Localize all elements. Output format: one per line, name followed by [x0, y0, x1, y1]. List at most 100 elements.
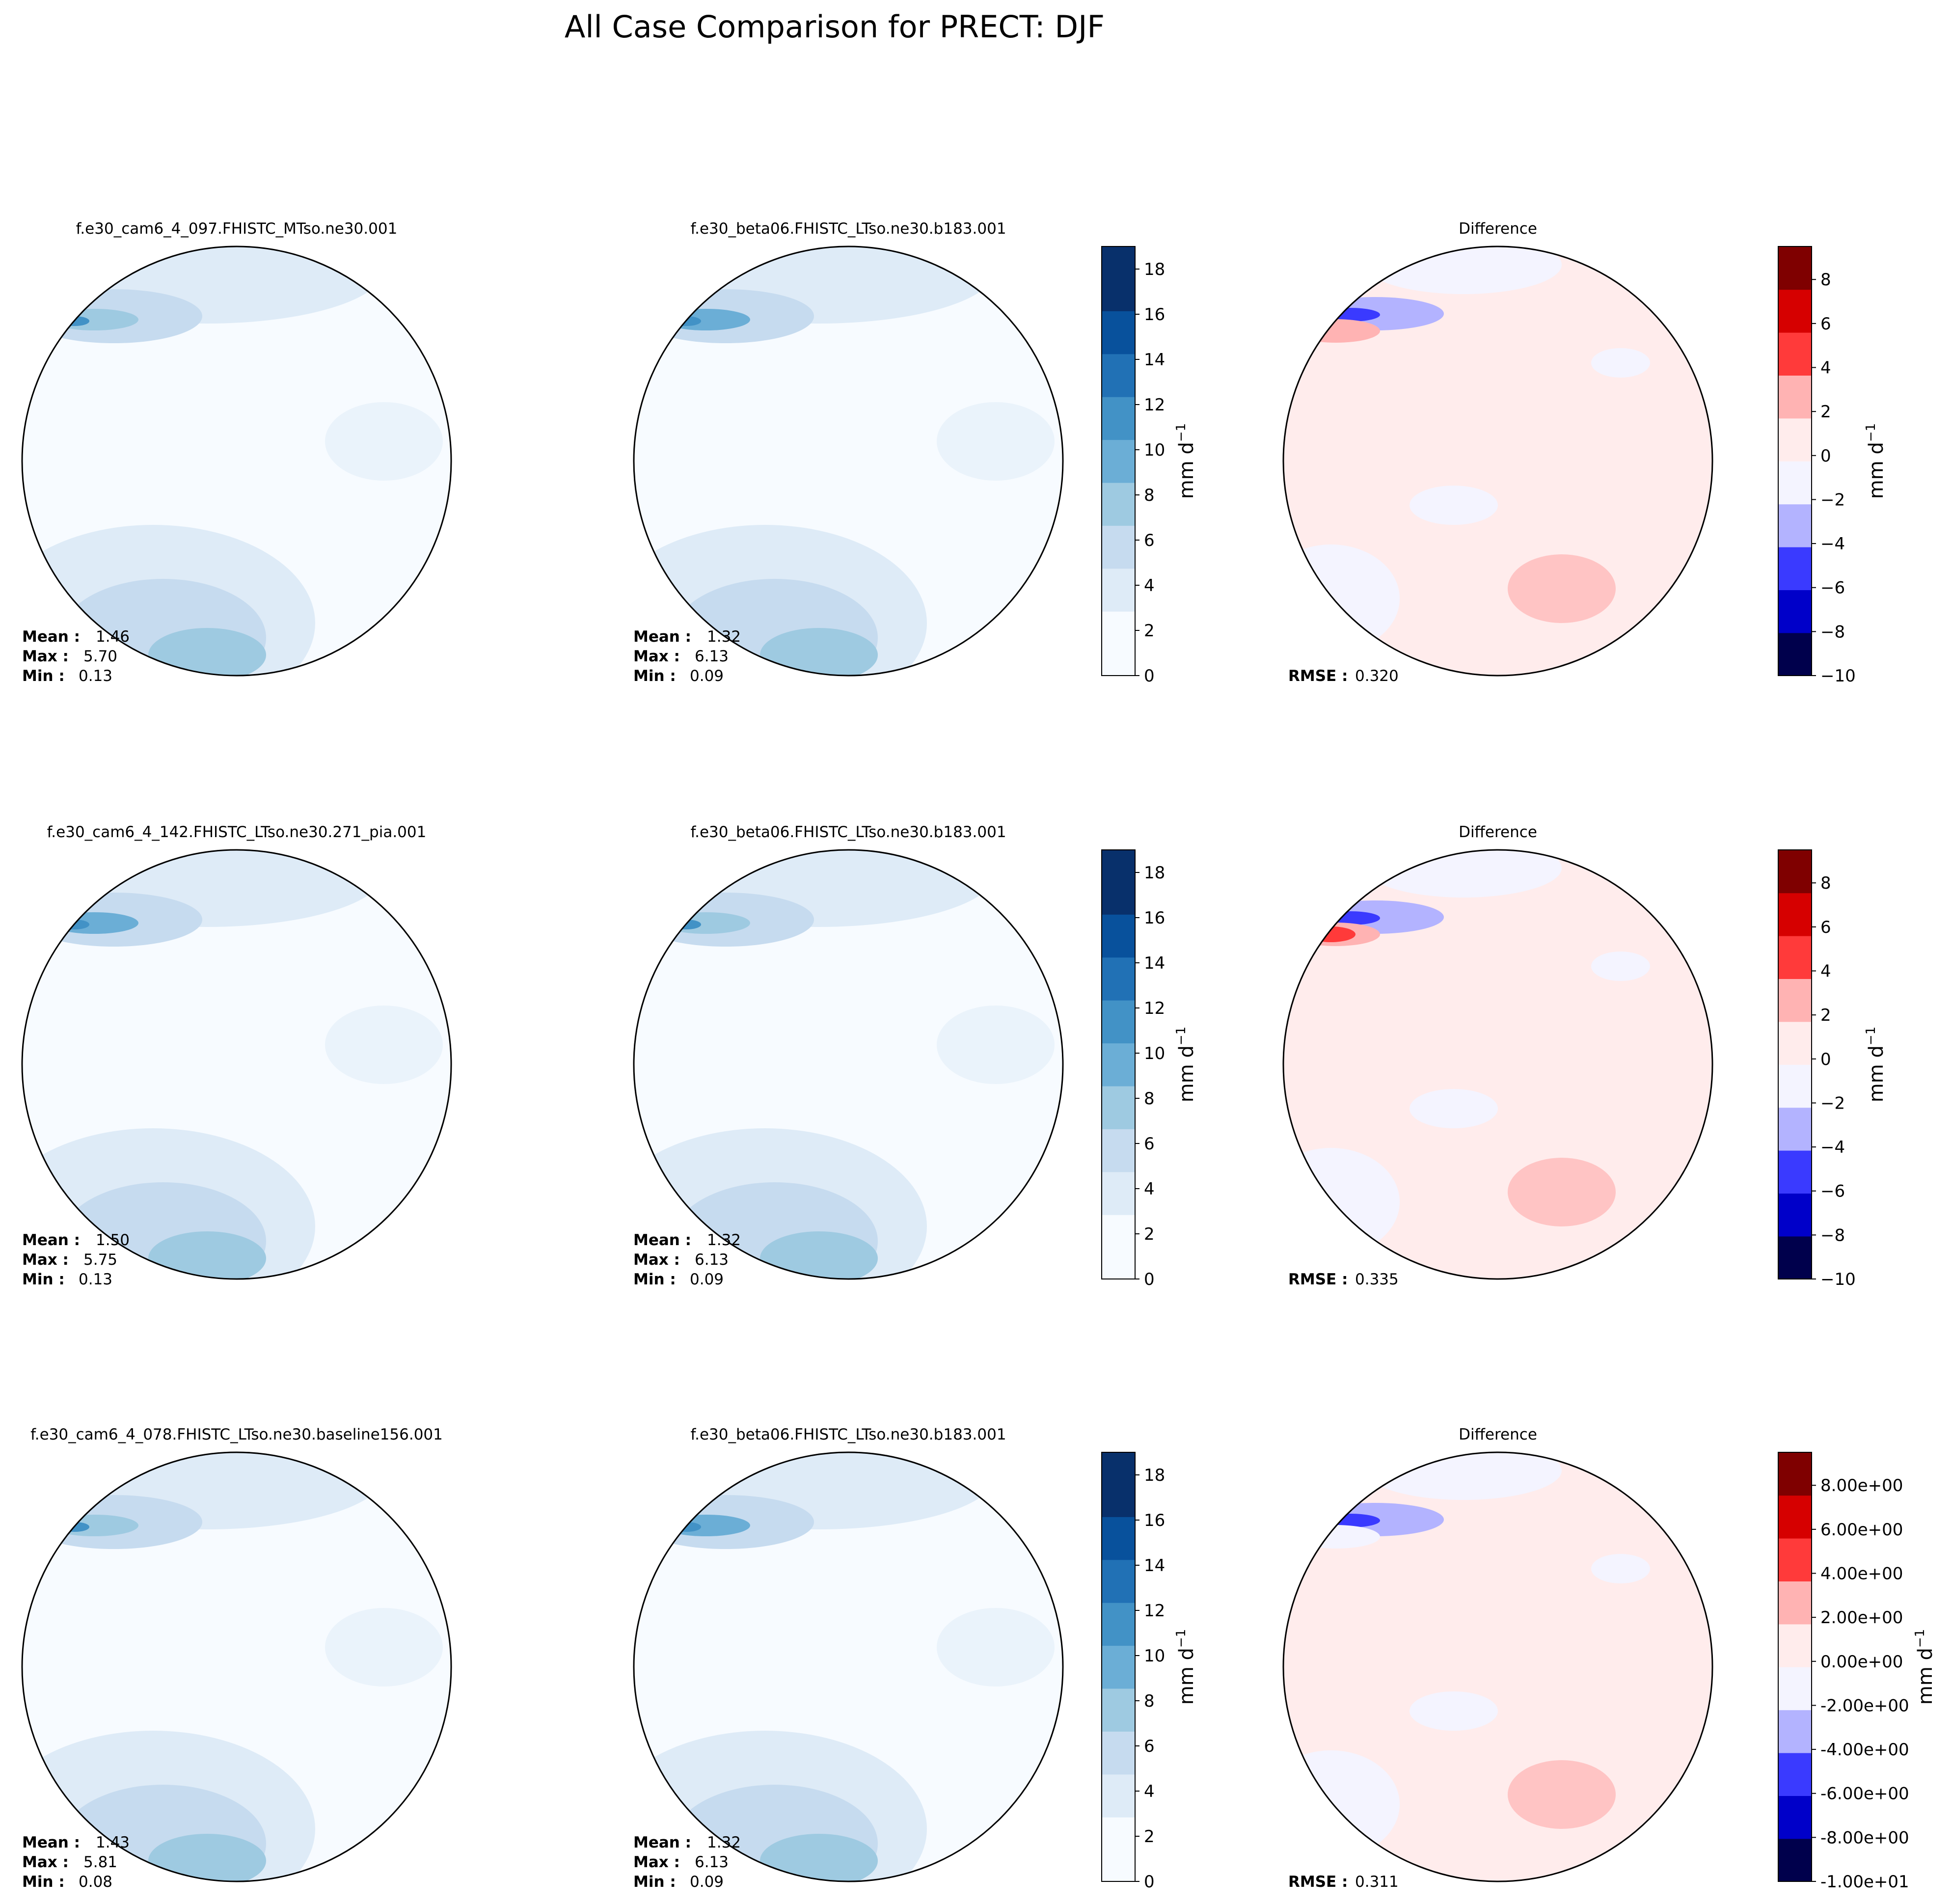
precip-region — [937, 402, 1055, 481]
colorbar-level — [1778, 925, 1812, 936]
diff-region — [1591, 348, 1650, 378]
colorbar-tick-label: 0 — [1820, 446, 1831, 466]
max-label: Max : — [22, 1251, 69, 1269]
diff-region — [1321, 1514, 1380, 1527]
colorbar-level — [1778, 1506, 1812, 1517]
colorbar-tick-label: 12 — [1144, 1601, 1165, 1621]
min-label: Min : — [633, 1873, 676, 1891]
colorbar-level — [1778, 1214, 1812, 1226]
colorbar-level — [1778, 1182, 1812, 1194]
colorbar-level — [1102, 1795, 1135, 1818]
colorbar-label: mm d−1 — [1864, 423, 1888, 499]
difference-colorbar: -1.00e+01 -8.00e+00 -6.00e+00 -4.00e+00 -2.0… — [1778, 1452, 1937, 1892]
colorbar-tick-label: −8 — [1820, 1225, 1845, 1245]
colorbar-level — [1778, 1075, 1812, 1087]
colorbar-level — [1778, 1247, 1812, 1258]
colorbar-tick-label: 2 — [1820, 402, 1831, 422]
max-label: Max : — [633, 1853, 680, 1871]
colorbar-level — [1102, 1021, 1135, 1044]
colorbar-level — [1778, 557, 1812, 569]
diff-region — [1365, 246, 1562, 294]
colorbar-level — [1778, 979, 1812, 990]
max-label: Max : — [22, 1853, 69, 1871]
colorbar-level — [1778, 343, 1812, 354]
colorbar-level — [1102, 504, 1135, 526]
colorbar-tick-label: -8.00e+00 — [1820, 1828, 1909, 1848]
colorbar-level — [1102, 1817, 1135, 1839]
colorbar-level — [1778, 1785, 1812, 1796]
rmse-value: 0.320 — [1355, 667, 1399, 685]
precip-region — [662, 309, 750, 330]
colorbar-level — [1102, 1688, 1135, 1711]
map-boundary — [21, 849, 452, 1280]
max-value: 5.70 — [83, 648, 117, 665]
colorbar-level — [1778, 1171, 1812, 1183]
colorbar-tick-label: 4 — [1144, 1179, 1155, 1199]
colorbar-level — [1102, 957, 1135, 979]
colorbar-level — [1778, 1021, 1812, 1033]
min-value: 0.09 — [690, 667, 724, 685]
colorbar-level — [1778, 1688, 1812, 1700]
colorbar-frame — [1778, 1452, 1812, 1882]
colorbar-tick-label: 12 — [1144, 999, 1165, 1018]
colorbar-level — [1778, 914, 1812, 925]
colorbar-tick-label: 2 — [1144, 1827, 1155, 1847]
colorbar-level — [1778, 568, 1812, 580]
colorbar-level — [1778, 1225, 1812, 1237]
colorbar-level — [1778, 590, 1812, 601]
precip-map — [22, 850, 451, 1279]
colorbar-label-superscript: −1 — [1174, 1027, 1189, 1045]
colorbar-level — [1102, 590, 1135, 612]
colorbar-level — [1102, 1000, 1135, 1022]
colorbar-tick-label: 18 — [1144, 1466, 1165, 1485]
test-case-title: f.e30_cam6_4_097.FHISTC_MTso.ne30.001 — [76, 220, 398, 238]
colorbar-level — [1778, 1634, 1812, 1646]
colorbar-level — [1778, 600, 1812, 612]
colorbar-level — [1778, 1204, 1812, 1215]
colorbar-level — [1778, 1570, 1812, 1581]
min-value: 0.09 — [690, 1873, 724, 1891]
colorbar-level — [1778, 1096, 1812, 1108]
colorbar-level — [1778, 546, 1812, 558]
colorbar-level — [1778, 1656, 1812, 1667]
colorbar-level — [1102, 1107, 1135, 1129]
colorbar-level — [1102, 1086, 1135, 1108]
colorbar-label: mm d−1 — [1864, 1027, 1888, 1102]
rmse-box: RMSE : 0.311 — [1288, 1873, 1399, 1891]
colorbar-tick-label: 6 — [1144, 1134, 1155, 1154]
mean-value: 1.32 — [707, 1834, 741, 1851]
colorbar-level — [1778, 1624, 1812, 1635]
mean-value: 1.32 — [707, 628, 741, 646]
mean-value: 1.46 — [96, 628, 130, 646]
colorbar-tick-label: 12 — [1144, 395, 1165, 415]
diff-region — [1591, 952, 1650, 981]
colorbar-level — [1778, 665, 1812, 676]
colorbar-level — [1778, 525, 1812, 537]
mean-value: 1.32 — [707, 1231, 741, 1249]
colorbar-level — [1778, 871, 1812, 883]
colorbar-level — [1778, 1495, 1812, 1507]
difference-map — [1283, 246, 1712, 676]
diff-region — [1410, 1691, 1498, 1731]
mean-value: 1.43 — [96, 1834, 130, 1851]
difference-map — [1283, 1452, 1712, 1881]
colorbar-level — [1102, 268, 1135, 290]
test-case-title: f.e30_cam6_4_078.FHISTC_LTso.ne30.baseli… — [30, 1426, 443, 1443]
colorbar-level — [1778, 375, 1812, 386]
colorbar-tick-label: −6 — [1820, 578, 1845, 598]
colorbar-tick-label: 0.00e+00 — [1820, 1652, 1903, 1672]
colorbar-level — [1778, 1538, 1812, 1550]
colorbar-tick-label: 6.00e+00 — [1820, 1520, 1903, 1540]
colorbar-level — [1102, 1731, 1135, 1753]
colorbar-level — [1778, 1527, 1812, 1539]
colorbar-level — [1102, 850, 1135, 872]
colorbar-level — [1102, 461, 1135, 483]
colorbar-level — [1778, 268, 1812, 279]
colorbar-tick-label: −4 — [1820, 1138, 1845, 1157]
diff-region — [1508, 554, 1616, 623]
colorbar-level — [1102, 568, 1135, 590]
colorbar-tick-label: 4 — [1144, 576, 1155, 596]
colorbar-frame — [1101, 849, 1136, 1279]
colorbar-level — [1102, 1838, 1135, 1861]
rmse-box: RMSE : 0.335 — [1288, 1271, 1399, 1288]
